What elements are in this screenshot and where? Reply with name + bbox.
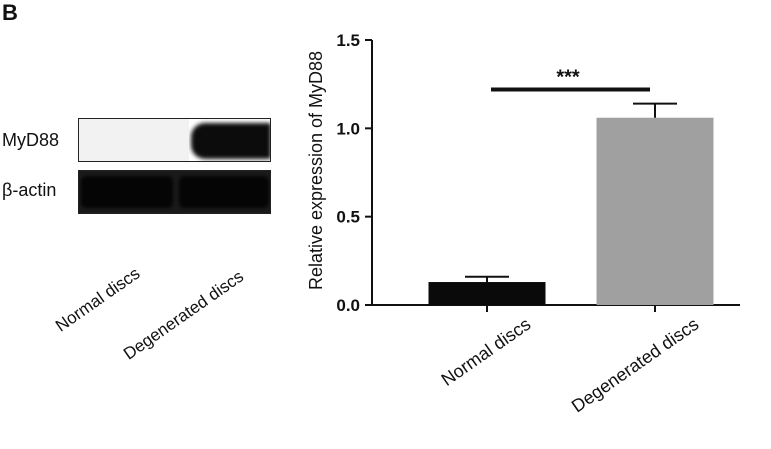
blot-band-myd88-degenerated (191, 123, 270, 159)
blot-row-label-bactin: β-actin (2, 180, 57, 200)
x-tick-label: Degenerated discs (568, 314, 702, 416)
significance-label: *** (556, 66, 580, 88)
blot-band-bactin-degenerated (179, 176, 269, 208)
y-tick-label: 1.5 (336, 31, 360, 50)
blot-myd88 (78, 118, 271, 162)
y-axis-label: Relative expression of MyD88 (306, 51, 326, 290)
x-tick-label: Normal discs (438, 314, 535, 390)
y-tick-label: 1.0 (336, 119, 360, 138)
bar (596, 117, 714, 305)
y-tick-label: 0.5 (336, 208, 360, 227)
blot-background-myd88 (79, 119, 189, 161)
blot-bactin (78, 170, 271, 214)
blot-row-label-myd88: MyD88 (2, 130, 60, 150)
y-tick-label: 0.0 (336, 296, 360, 315)
bar (428, 282, 546, 305)
panel-label: B (2, 0, 18, 25)
blot-band-bactin-normal (81, 176, 173, 208)
